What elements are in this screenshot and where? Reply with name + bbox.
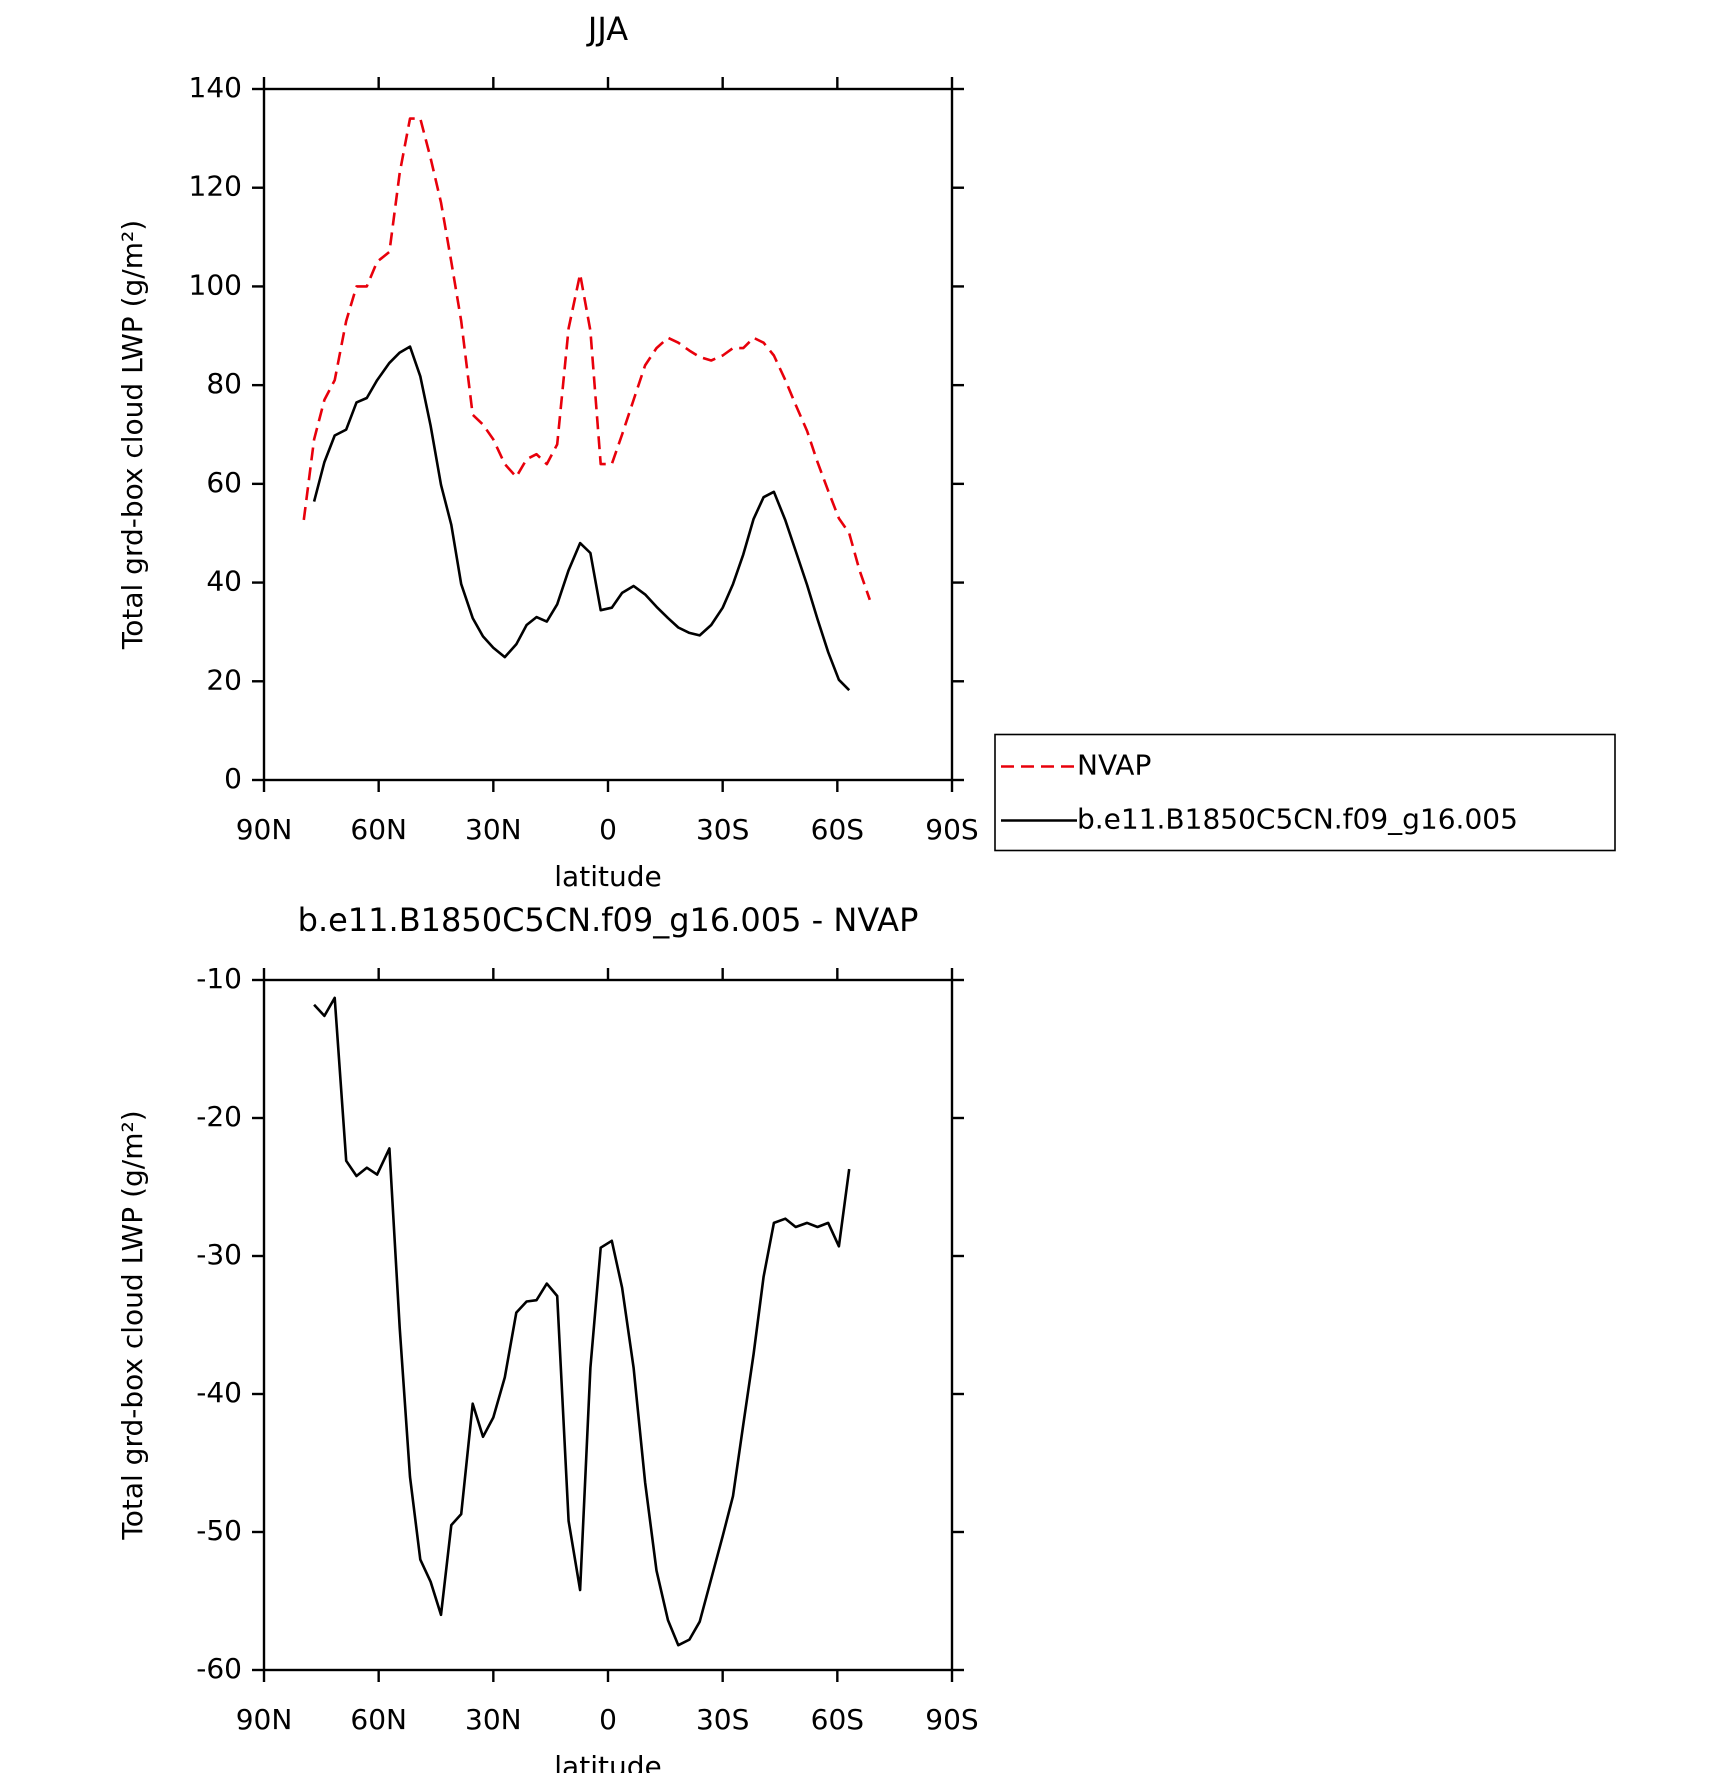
- y-tick-label: 140: [189, 71, 242, 104]
- y-tick-label: -10: [196, 962, 242, 995]
- y-tick-label: -20: [196, 1100, 242, 1133]
- y-axis-label: Total grd-box cloud LWP (g/m²): [116, 1110, 149, 1540]
- x-tick-label: 30S: [696, 813, 749, 846]
- y-tick-label: 20: [206, 663, 242, 696]
- legend-label: b.e11.B1850C5CN.f09_g16.005: [1077, 803, 1518, 836]
- series-line: [312, 345, 851, 692]
- x-tick-label: 0: [599, 1703, 617, 1736]
- y-tick-label: -60: [196, 1652, 242, 1685]
- y-tick-label: -30: [196, 1238, 242, 1271]
- series-line: [302, 117, 872, 601]
- chart-title: JJA: [586, 10, 628, 48]
- legend-box: [994, 733, 1616, 852]
- y-tick-label: -50: [196, 1514, 242, 1547]
- x-tick-label: 60S: [811, 813, 864, 846]
- legend-label: NVAP: [1077, 749, 1151, 782]
- plot-frame: [262, 87, 954, 782]
- plot-frame: [262, 978, 954, 1672]
- x-tick-label: 0: [599, 813, 617, 846]
- x-tick-label: 60N: [350, 813, 407, 846]
- x-axis-label: latitude: [554, 1750, 661, 1773]
- x-axis-label: latitude: [554, 860, 661, 893]
- y-tick-label: 120: [189, 170, 242, 203]
- x-tick-label: 30S: [696, 1703, 749, 1736]
- y-tick-label: 80: [206, 367, 242, 400]
- y-tick-label: 40: [206, 565, 242, 598]
- x-tick-label: 90N: [236, 813, 293, 846]
- series-line: [313, 996, 851, 1647]
- y-tick-label: 100: [189, 268, 242, 301]
- x-tick-label: 90N: [236, 1703, 293, 1736]
- x-tick-label: 60S: [811, 1703, 864, 1736]
- chart-title: b.e11.B1850C5CN.f09_g16.005 - NVAP: [298, 901, 919, 939]
- y-tick-label: 60: [206, 466, 242, 499]
- x-tick-label: 30N: [465, 813, 522, 846]
- x-tick-label: 30N: [465, 1703, 522, 1736]
- y-tick-label: 0: [224, 762, 242, 795]
- x-tick-label: 60N: [350, 1703, 407, 1736]
- x-tick-label: 90S: [925, 813, 978, 846]
- y-axis-label: Total grd-box cloud LWP (g/m²): [116, 220, 149, 650]
- x-tick-label: 90S: [925, 1703, 978, 1736]
- y-tick-label: -40: [196, 1376, 242, 1409]
